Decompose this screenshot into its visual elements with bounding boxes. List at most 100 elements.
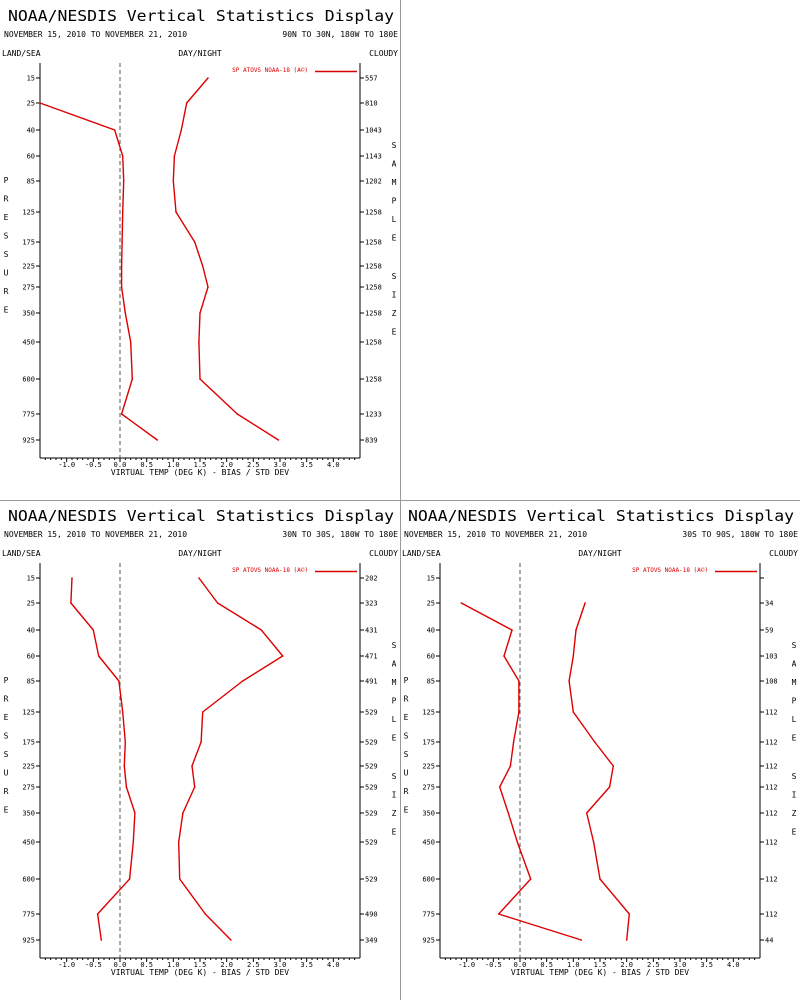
sample-size-label: 34 xyxy=(765,600,773,608)
data-point-std_dev xyxy=(592,841,595,843)
y-tick-label: 175 xyxy=(22,739,35,747)
y-tick-label: 60 xyxy=(27,653,35,661)
data-point-bias xyxy=(120,286,123,288)
x-tick-label: 4.0 xyxy=(727,961,740,969)
y-tick-label: 275 xyxy=(22,784,35,792)
data-point-std_dev xyxy=(200,741,202,743)
right-axis-label-letter: E xyxy=(392,734,397,743)
y-axis-label-letter: R xyxy=(4,787,9,796)
y-axis-label-letter: S xyxy=(404,732,409,741)
land-sea-header: LAND/SEA xyxy=(2,49,41,58)
data-point-std_dev xyxy=(207,286,209,288)
x-tick-label: 1.0 xyxy=(567,961,580,969)
land-sea-header: LAND/SEA xyxy=(402,549,441,558)
chart-panel-tropics: NOAA/NESDIS Vertical Statistics Display N… xyxy=(0,500,400,1000)
region-label: 30S TO 90S, 180W TO 180E xyxy=(682,530,798,539)
data-point-bias xyxy=(123,765,126,767)
data-point-std_dev xyxy=(216,602,219,604)
data-point-bias xyxy=(120,265,123,267)
data-point-std_dev xyxy=(277,439,280,441)
right-axis-label-letter: P xyxy=(392,197,397,206)
sample-size-label: 1258 xyxy=(365,239,382,247)
y-tick-label: 225 xyxy=(22,763,35,771)
right-axis-label-letter: S xyxy=(392,772,397,781)
chart-title: NOAA/NESDIS Vertical Statistics Display xyxy=(8,507,394,525)
right-axis-label-letter: S xyxy=(392,272,397,281)
chart-svg: NOAA/NESDIS Vertical Statistics Display N… xyxy=(2,507,398,977)
y-axis-label-letter: P xyxy=(4,176,9,185)
y-axis-label-letter: P xyxy=(404,676,409,685)
y-tick-label: 40 xyxy=(27,627,35,635)
y-axis-label-letter: U xyxy=(4,269,9,278)
right-axis-label-letter: P xyxy=(392,697,397,706)
data-point-std_dev xyxy=(191,765,193,767)
y-tick-label: 175 xyxy=(22,239,35,247)
x-tick-label: 2.0 xyxy=(220,961,233,969)
data-point-std_dev xyxy=(180,129,183,131)
data-point-bias xyxy=(118,680,120,682)
sample-size-label: 59 xyxy=(765,627,773,635)
data-point-bias xyxy=(121,711,124,713)
sample-size-label: 1258 xyxy=(365,284,382,292)
sample-size-label: 471 xyxy=(365,653,378,661)
x-tick-label: 0.5 xyxy=(140,461,153,469)
chart-title: NOAA/NESDIS Vertical Statistics Display xyxy=(8,7,394,25)
sample-size-label: 1258 xyxy=(365,310,382,318)
right-axis-label-letter: E xyxy=(392,828,397,837)
right-axis-label-letter: E xyxy=(792,734,797,743)
sample-size-label: 103 xyxy=(765,653,778,661)
sample-size-label: 1258 xyxy=(365,209,382,217)
y-tick-label: 15 xyxy=(427,575,435,583)
data-point-std_dev xyxy=(572,655,575,657)
y-axis-label-letter: U xyxy=(404,769,409,778)
series-line-bias xyxy=(70,577,136,941)
sample-size-label: 529 xyxy=(365,876,378,884)
data-point-std_dev xyxy=(260,629,263,631)
sample-size-label: 1143 xyxy=(365,153,382,161)
sample-size-label: 1233 xyxy=(365,411,382,419)
y-axis-label-letter: S xyxy=(4,732,9,741)
x-tick-label: 3.5 xyxy=(300,461,313,469)
region-label: 90N TO 30N, 180W TO 180E xyxy=(282,30,398,39)
data-point-std_dev xyxy=(207,77,209,79)
sample-size-label: 529 xyxy=(365,739,378,747)
horizontal-divider xyxy=(0,500,800,501)
date-range: NOVEMBER 15, 2010 TO NOVEMBER 21, 2010 xyxy=(4,30,187,39)
sample-size-label: 112 xyxy=(765,876,778,884)
sample-size-label: 431 xyxy=(365,627,378,635)
y-tick-label: 275 xyxy=(422,784,435,792)
y-axis-label-letter: R xyxy=(404,787,409,796)
sample-size-label: 839 xyxy=(365,437,378,445)
data-point-bias xyxy=(518,680,520,682)
y-axis-label-letter: E xyxy=(4,713,9,722)
data-point-std_dev xyxy=(177,841,180,843)
y-axis-label-letter: S xyxy=(4,250,9,259)
data-point-std_dev xyxy=(625,939,628,941)
x-tick-label: 1.5 xyxy=(594,961,607,969)
x-axis-label: VIRTUAL TEMP (DEG K) - BIAS / STD DEV xyxy=(111,968,289,977)
data-point-bias xyxy=(580,939,583,941)
data-point-bias xyxy=(509,765,512,767)
right-axis-label-letter: S xyxy=(392,141,397,150)
right-axis-label-letter: Z xyxy=(392,309,397,318)
right-axis-label-letter: E xyxy=(392,328,397,337)
x-tick-label: -1.0 xyxy=(58,461,75,469)
sample-size-label: 1202 xyxy=(365,178,382,186)
data-point-bias xyxy=(128,878,131,880)
data-point-bias xyxy=(71,577,73,579)
sample-size-label: 349 xyxy=(365,937,378,945)
x-tick-label: 0.5 xyxy=(540,961,553,969)
x-tick-label: 1.5 xyxy=(194,961,207,969)
legend-label: SP ATOVS NOAA-18 (A©) xyxy=(232,67,308,74)
y-tick-label: 600 xyxy=(22,876,35,884)
x-tick-label: 1.0 xyxy=(167,461,180,469)
sample-size-label: 112 xyxy=(765,810,778,818)
day-night-header: DAY/NIGHT xyxy=(178,549,222,558)
right-axis-label-letter: Z xyxy=(392,809,397,818)
y-axis-label-letter: R xyxy=(4,287,9,296)
sample-size-label: 1258 xyxy=(365,376,382,384)
data-point-std_dev xyxy=(593,741,596,743)
y-tick-label: 25 xyxy=(427,600,435,608)
data-point-bias xyxy=(121,211,124,213)
cloudy-header: CLOUDY xyxy=(769,549,798,558)
